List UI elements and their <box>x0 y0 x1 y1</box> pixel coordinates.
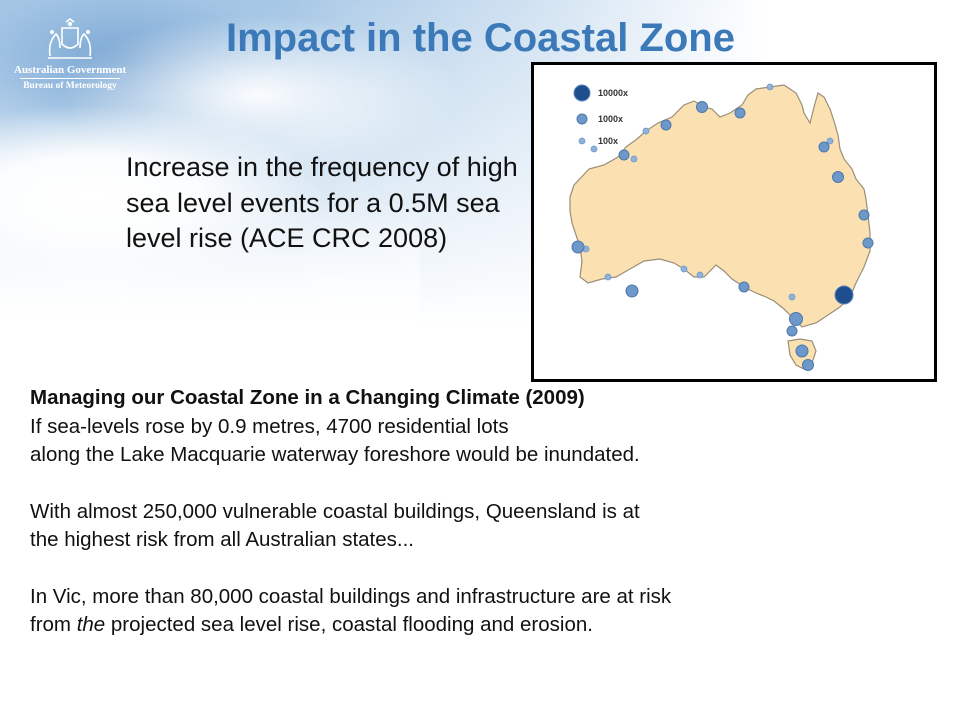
para3-line2: from the projected sea level rise, coast… <box>30 611 950 640</box>
site-marker <box>858 209 870 221</box>
legend-marker-small <box>578 137 586 145</box>
slide-title: Impact in the Coastal Zone <box>226 16 735 60</box>
para2-line2: the highest risk from all Australian sta… <box>30 528 414 551</box>
site-marker <box>642 127 650 135</box>
logo-divider <box>20 78 120 79</box>
site-marker <box>802 359 814 371</box>
australia-map-figure: 10000x 1000x 100x <box>531 62 937 382</box>
sky-fade <box>0 200 420 360</box>
site-marker <box>738 281 750 293</box>
coat-of-arms-icon <box>48 18 92 59</box>
map-legend: 10000x 1000x 100x <box>573 84 628 146</box>
site-marker <box>766 83 774 91</box>
para3-line2-em: the <box>76 613 106 636</box>
site-marker <box>789 312 803 326</box>
para3-line1: In Vic, more than 80,000 coastal buildin… <box>30 584 672 608</box>
legend-marker-large <box>573 84 591 102</box>
site-marker <box>618 149 630 161</box>
para2-line1: With almost 250,000 vulnerable coastal b… <box>30 499 640 523</box>
site-marker <box>696 271 704 279</box>
site-marker <box>590 145 598 153</box>
site-marker <box>832 171 844 183</box>
australia-map: 10000x 1000x 100x <box>569 83 874 371</box>
site-marker <box>625 284 639 298</box>
legend-label-1000x: 1000x <box>598 114 623 124</box>
intro-text: Increase in the frequency of high sea le… <box>126 152 518 253</box>
site-marker <box>604 273 612 281</box>
markers-100x <box>582 83 834 301</box>
spacer <box>30 555 950 583</box>
site-marker <box>786 325 798 337</box>
government-logo: Australian Government Bureau of Meteorol… <box>14 18 126 91</box>
body-content: Managing our Coastal Zone in a Changing … <box>30 384 950 640</box>
site-marker <box>696 101 708 113</box>
para1-line1: If sea-levels rose by 0.9 metres, 4700 r… <box>30 414 509 438</box>
para1-line2: along the Lake Macquarie waterway foresh… <box>30 443 640 466</box>
legend-marker-medium <box>576 113 588 125</box>
site-marker <box>826 137 834 145</box>
logo-government-text: Australian Government <box>14 64 127 76</box>
site-marker <box>680 265 688 273</box>
legend-label-100x: 100x <box>598 136 618 146</box>
content-heading: Managing our Coastal Zone in a Changing … <box>30 386 585 409</box>
site-marker <box>788 293 796 301</box>
para3-line2-post: projected sea level rise, coastal floodi… <box>105 613 593 636</box>
site-marker <box>862 237 874 249</box>
site-marker <box>571 240 585 254</box>
logo-bureau-text: Bureau of Meteorology <box>23 81 117 91</box>
site-marker <box>818 141 830 153</box>
site-marker <box>660 119 672 131</box>
site-marker <box>795 344 809 358</box>
spacer <box>30 470 950 498</box>
site-marker <box>734 107 746 119</box>
para3-line2-pre: from <box>30 613 77 636</box>
legend-label-10000x: 10000x <box>598 88 628 98</box>
site-marker-large <box>834 285 854 305</box>
site-marker <box>630 155 638 163</box>
